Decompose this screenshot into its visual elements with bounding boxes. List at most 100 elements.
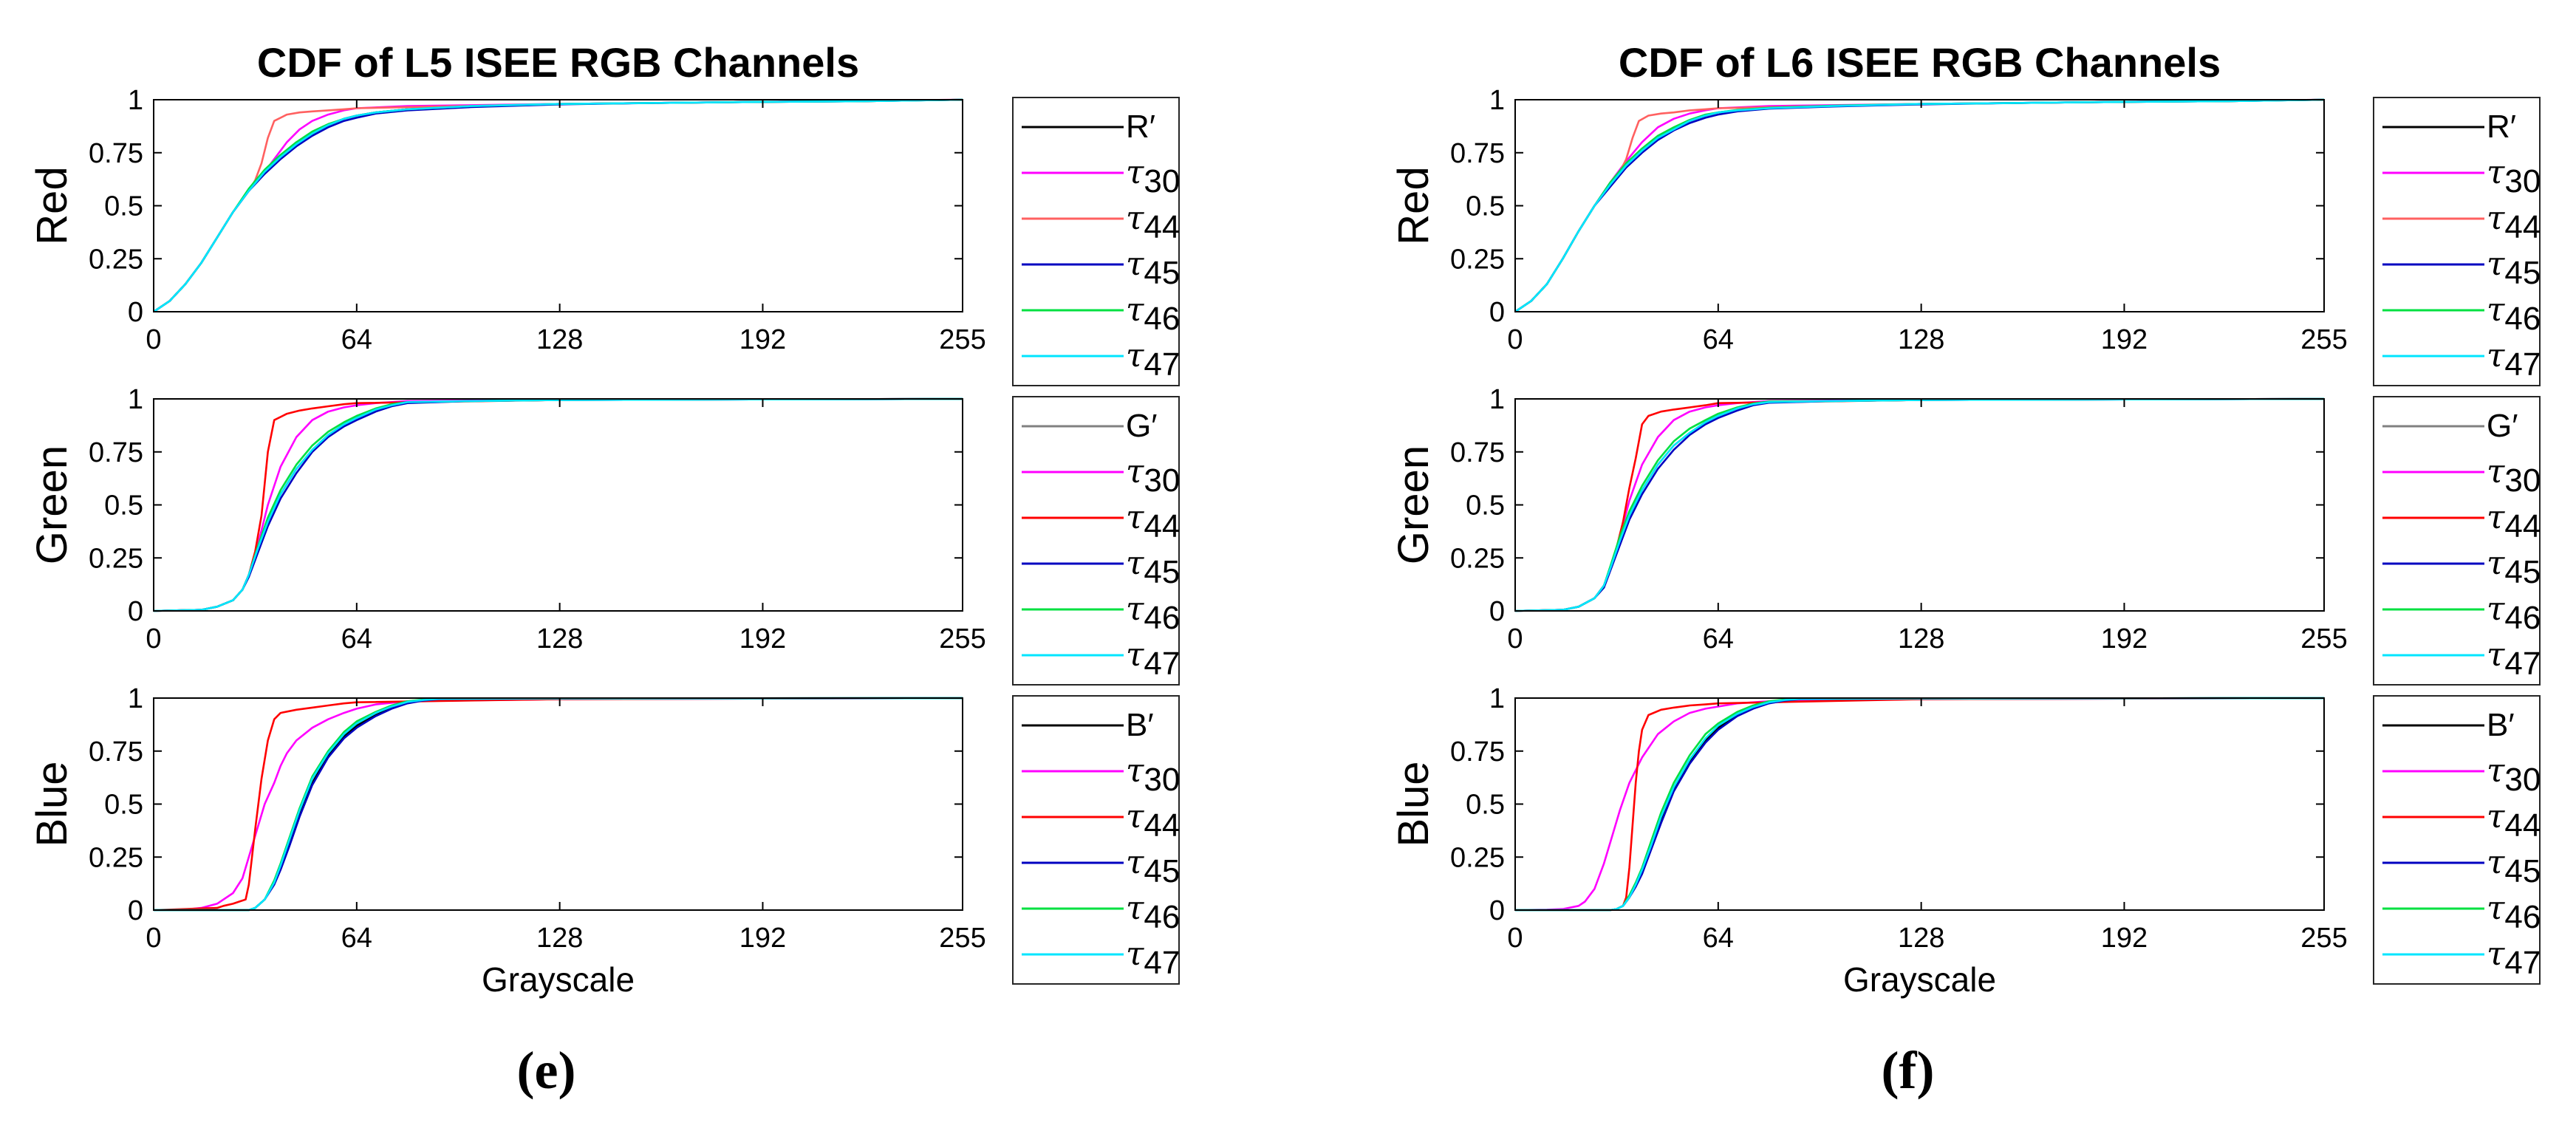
x-tick-label: 255 bbox=[2300, 324, 2347, 355]
y-tick-label: 1 bbox=[128, 683, 143, 714]
x-tick-label: 0 bbox=[146, 923, 161, 954]
x-tick-label: 64 bbox=[341, 923, 372, 954]
series-line-red-3 bbox=[1514, 98, 2325, 313]
legend-entry: τ45 bbox=[1126, 544, 1180, 590]
series-line-green-5 bbox=[1514, 397, 2325, 612]
legend-entry: τ30 bbox=[2487, 453, 2541, 499]
legend-entry: τ46 bbox=[1126, 590, 1180, 636]
legend-entry: B′ bbox=[2487, 707, 2515, 743]
legend-entry: τ46 bbox=[1126, 889, 1180, 935]
legend-entry: τ47 bbox=[2487, 636, 2541, 682]
x-tick-label: 192 bbox=[2101, 923, 2148, 954]
x-tick-label: 255 bbox=[939, 923, 985, 954]
y-tick-label: 0.5 bbox=[104, 490, 143, 522]
legend-entry: τ47 bbox=[1126, 636, 1180, 682]
series-line-red-4 bbox=[153, 98, 963, 313]
chart-title: CDF of L6 ISEE RGB Channels bbox=[1619, 39, 2221, 86]
y-tick-label: 0.25 bbox=[89, 543, 143, 574]
legend-entry: τ30 bbox=[2487, 752, 2541, 798]
series-line-red-1 bbox=[153, 98, 963, 313]
y-tick-label: 0.5 bbox=[1466, 490, 1505, 522]
x-axis-label: Grayscale bbox=[1843, 960, 1996, 999]
series-line-blue-5 bbox=[154, 697, 963, 912]
y-axis-label: Red bbox=[1390, 166, 1438, 245]
y-tick-label: 0.5 bbox=[1466, 191, 1505, 222]
y-tick-label: 0 bbox=[1489, 596, 1505, 627]
y-tick-label: 0 bbox=[1489, 895, 1505, 926]
x-tick-label: 192 bbox=[2101, 324, 2148, 355]
y-axis-label: Red bbox=[28, 166, 76, 245]
subplot-green: 0 64 128 192 255 0 0.25 0.5 0.75 1 Green bbox=[28, 384, 986, 654]
y-axis-label: Blue bbox=[1390, 761, 1438, 847]
x-tick-label: 128 bbox=[1898, 324, 1944, 355]
subplot-red: 0 64 128 192 255 0 0.25 0.5 0.75 1 Red bbox=[28, 85, 986, 355]
legend-entry: τ45 bbox=[2487, 844, 2541, 889]
x-tick-label: 0 bbox=[1507, 923, 1523, 954]
y-tick-label: 1 bbox=[1489, 384, 1505, 415]
legend-box bbox=[2373, 97, 2541, 386]
y-tick-label: 0.25 bbox=[89, 244, 143, 275]
series-line-green-5 bbox=[153, 397, 963, 612]
x-tick-label: 64 bbox=[1703, 623, 1734, 654]
series-line-red-2 bbox=[153, 98, 963, 313]
y-axis-label: Green bbox=[28, 445, 76, 564]
series-line-red-1 bbox=[1514, 98, 2325, 313]
x-tick-label: 64 bbox=[1703, 923, 1734, 954]
x-tick-label: 0 bbox=[1507, 324, 1523, 355]
y-tick-label: 0.75 bbox=[89, 437, 143, 468]
subplot-blue: 0 64 128 192 255 0 0.25 0.5 0.75 1 Blue bbox=[28, 683, 986, 954]
legend-entry: τ44 bbox=[1126, 798, 1180, 844]
legend-entry: τ46 bbox=[1126, 291, 1180, 337]
y-axis-label: Blue bbox=[28, 761, 76, 847]
subplot-blue: 0 64 128 192 255 0 0.25 0.5 0.75 1 Blue bbox=[1390, 683, 2348, 954]
legend-entry: τ47 bbox=[1126, 935, 1180, 981]
axes-box bbox=[1514, 99, 2325, 312]
series-line-blue-4 bbox=[1515, 697, 2325, 912]
x-tick-label: 255 bbox=[939, 623, 985, 654]
y-tick-label: 0.25 bbox=[1450, 244, 1505, 275]
legend-entry: τ30 bbox=[1126, 154, 1180, 199]
series-line-red-4 bbox=[1514, 98, 2325, 313]
y-tick-label: 1 bbox=[128, 384, 143, 415]
series-line-green-3 bbox=[1514, 397, 2325, 612]
x-tick-label: 192 bbox=[739, 623, 786, 654]
x-tick-label: 0 bbox=[146, 324, 161, 355]
legend-entry: τ45 bbox=[1126, 245, 1180, 291]
series-line-blue-5 bbox=[1515, 697, 2325, 912]
legend-entry: τ46 bbox=[2487, 889, 2541, 935]
legend-entry: τ45 bbox=[1126, 844, 1180, 889]
series-line-red-3 bbox=[153, 98, 963, 313]
y-tick-label: 1 bbox=[128, 85, 143, 116]
legend-entry: τ44 bbox=[1126, 199, 1180, 245]
x-tick-label: 128 bbox=[536, 923, 583, 954]
y-tick-label: 0.25 bbox=[89, 842, 143, 873]
x-tick-label: 128 bbox=[1898, 623, 1944, 654]
legend-box bbox=[2373, 695, 2541, 985]
legend-entry: G′ bbox=[2487, 408, 2518, 444]
legend-entry: R′ bbox=[1126, 109, 1155, 145]
y-tick-label: 0 bbox=[128, 895, 143, 926]
x-tick-label: 0 bbox=[1507, 623, 1523, 654]
legend-entry: τ47 bbox=[2487, 935, 2541, 981]
x-tick-label: 0 bbox=[146, 623, 161, 654]
y-tick-label: 0.25 bbox=[1450, 543, 1505, 574]
x-tick-label: 192 bbox=[739, 923, 786, 954]
y-tick-label: 0 bbox=[1489, 297, 1505, 328]
legend-entry: τ45 bbox=[2487, 245, 2541, 291]
x-tick-label: 128 bbox=[1898, 923, 1944, 954]
x-tick-label: 255 bbox=[2300, 923, 2347, 954]
y-tick-label: 0.5 bbox=[104, 790, 143, 821]
legend-entry: τ46 bbox=[2487, 590, 2541, 636]
legend-box bbox=[1012, 396, 1180, 686]
y-tick-label: 0.5 bbox=[104, 191, 143, 222]
legend-entry: τ30 bbox=[2487, 154, 2541, 199]
x-tick-label: 255 bbox=[2300, 623, 2347, 654]
y-tick-label: 1 bbox=[1489, 683, 1505, 714]
y-tick-label: 0.5 bbox=[1466, 790, 1505, 821]
axes-box bbox=[153, 99, 963, 312]
